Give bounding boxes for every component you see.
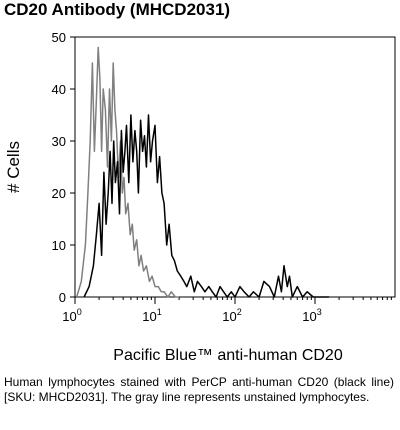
y-axis: 0 10 20 30 40 50 (52, 30, 75, 305)
x-tick-label: 100 (62, 307, 81, 324)
y-tick-label: 30 (52, 134, 66, 149)
black-series-line (83, 114, 330, 298)
y-tick-label: 20 (52, 186, 66, 201)
x-tick-label: 101 (142, 307, 161, 324)
x-tick-exponent: 1 (157, 307, 162, 317)
figure-caption: Human lymphocytes stained with PerCP ant… (4, 375, 394, 404)
x-tick-exponent: 2 (237, 307, 242, 317)
y-tick-label: 10 (52, 238, 66, 253)
x-tick-exponent: 0 (77, 307, 82, 317)
gray-series-line (75, 46, 180, 298)
x-axis-label: Pacific Blue™ anti-human CD20 (113, 347, 343, 364)
x-tick-base: 10 (302, 309, 316, 324)
y-axis-label: # Cells (4, 141, 23, 193)
x-tick-exponent: 3 (317, 307, 322, 317)
data-series (75, 46, 330, 298)
x-tick-label: 102 (222, 307, 241, 324)
chart-title: CD20 Antibody (MHCD2031) (4, 0, 231, 19)
y-tick-label: 40 (52, 82, 66, 97)
x-axis: 100 101 102 103 (62, 297, 392, 324)
x-tick-base: 10 (62, 309, 76, 324)
x-tick-base: 10 (142, 309, 156, 324)
x-tick-base: 10 (222, 309, 236, 324)
y-tick-label: 50 (52, 30, 66, 45)
y-tick-label: 0 (59, 290, 66, 305)
x-tick-label: 103 (302, 307, 321, 324)
